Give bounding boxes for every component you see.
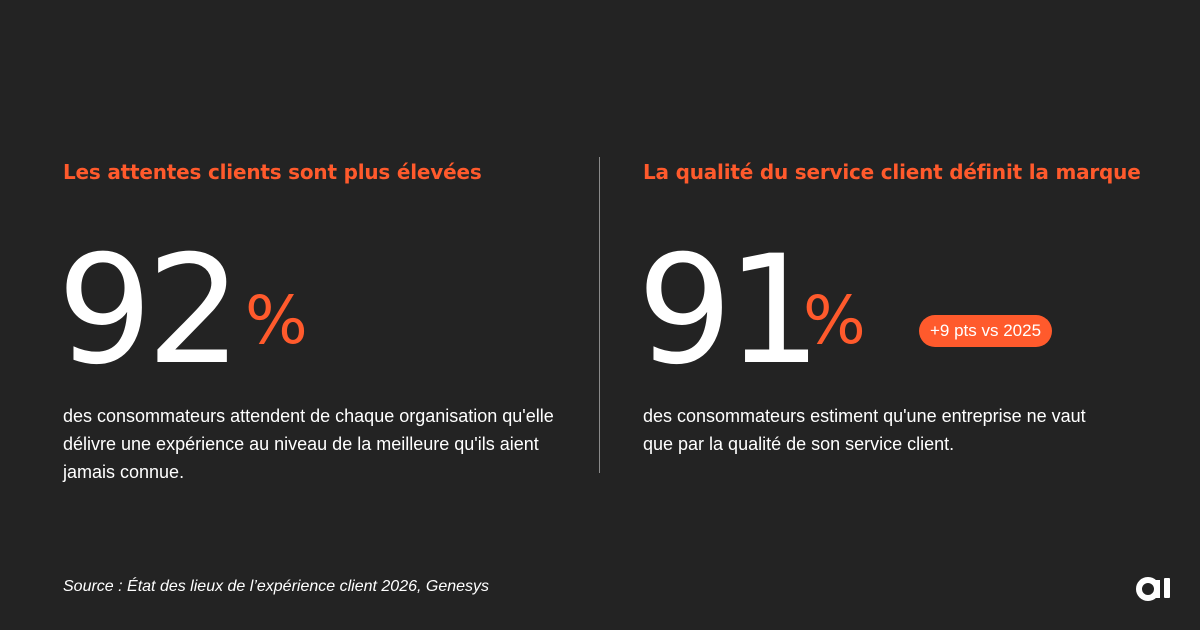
left-description: des consommateurs attendent de chaque or…	[63, 406, 554, 482]
change-badge: +9 pts vs 2025	[919, 315, 1053, 347]
source-citation: Source : État des lieux de l’expérience …	[63, 578, 490, 595]
right-stat-number: 91	[637, 224, 822, 398]
vertical-divider	[599, 157, 600, 473]
left-stat-unit: %	[245, 282, 308, 359]
right-description: des consommateurs estiment qu'une entrep…	[643, 406, 1086, 454]
right-stat-unit: %	[803, 282, 866, 359]
left-stat: 92 %	[57, 236, 573, 388]
stat-panel-right: La qualité du service client définit la …	[637, 158, 1143, 458]
stat-panel-left: Les attentes clients sont plus élevées 9…	[57, 158, 573, 486]
left-stat-number: 92	[57, 224, 242, 398]
right-stat: 91 % +9 pts vs 2025	[637, 236, 1143, 388]
ai-logo-icon	[1136, 577, 1170, 601]
left-heading: Les attentes clients sont plus élevées	[63, 160, 482, 184]
right-heading: La qualité du service client définit la …	[643, 160, 1141, 184]
